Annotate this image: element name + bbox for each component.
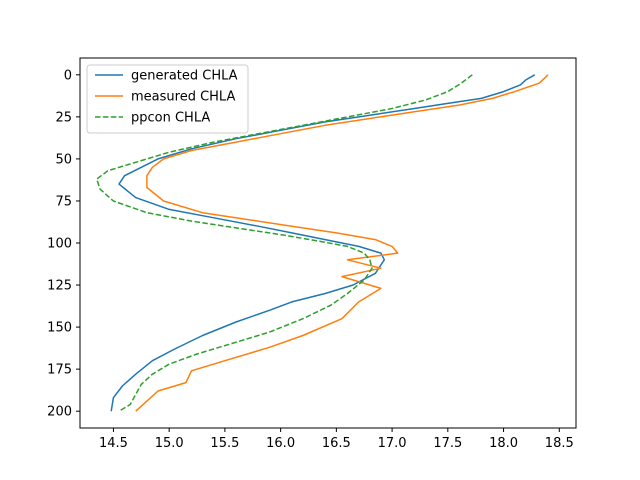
y-tick-label: 75 <box>55 194 72 209</box>
y-tick-label: 50 <box>55 152 72 167</box>
x-tick-label: 18.0 <box>489 436 518 451</box>
y-axis: 0 25 50 75 100 125 150 175 200 <box>47 68 80 420</box>
series-line-measured-chla <box>135 74 549 412</box>
x-tick-label: 17.5 <box>433 436 462 451</box>
x-tick-label: 14.5 <box>99 436 128 451</box>
series-line-generated-chla <box>110 74 536 412</box>
series-group <box>95 74 549 412</box>
x-tick-label: 16.5 <box>322 436 351 451</box>
legend: generated CHLA measured CHLA ppcon CHLA <box>86 64 249 134</box>
x-axis: 14.5 15.0 15.5 16.0 16.5 17.0 17.5 18.0 18.5 <box>99 428 574 451</box>
y-tick-label: 175 <box>47 363 72 378</box>
series-line-ppcon-chla <box>95 74 473 412</box>
x-tick-label: 17.0 <box>378 436 407 451</box>
legend-label: ppcon CHLA <box>131 111 210 126</box>
y-tick-label: 0 <box>64 68 72 83</box>
legend-label: measured CHLA <box>131 90 235 105</box>
y-tick-label: 150 <box>47 321 72 336</box>
x-tick-label: 15.0 <box>155 436 184 451</box>
legend-label: generated CHLA <box>131 69 238 84</box>
x-tick-label: 16.0 <box>266 436 295 451</box>
x-tick-label: 18.5 <box>545 436 574 451</box>
y-tick-label: 25 <box>55 110 72 125</box>
x-tick-label: 15.5 <box>210 436 239 451</box>
y-tick-label: 200 <box>47 405 72 420</box>
legend-box <box>86 64 249 134</box>
y-tick-label: 125 <box>47 279 72 294</box>
y-tick-label: 100 <box>47 237 72 252</box>
